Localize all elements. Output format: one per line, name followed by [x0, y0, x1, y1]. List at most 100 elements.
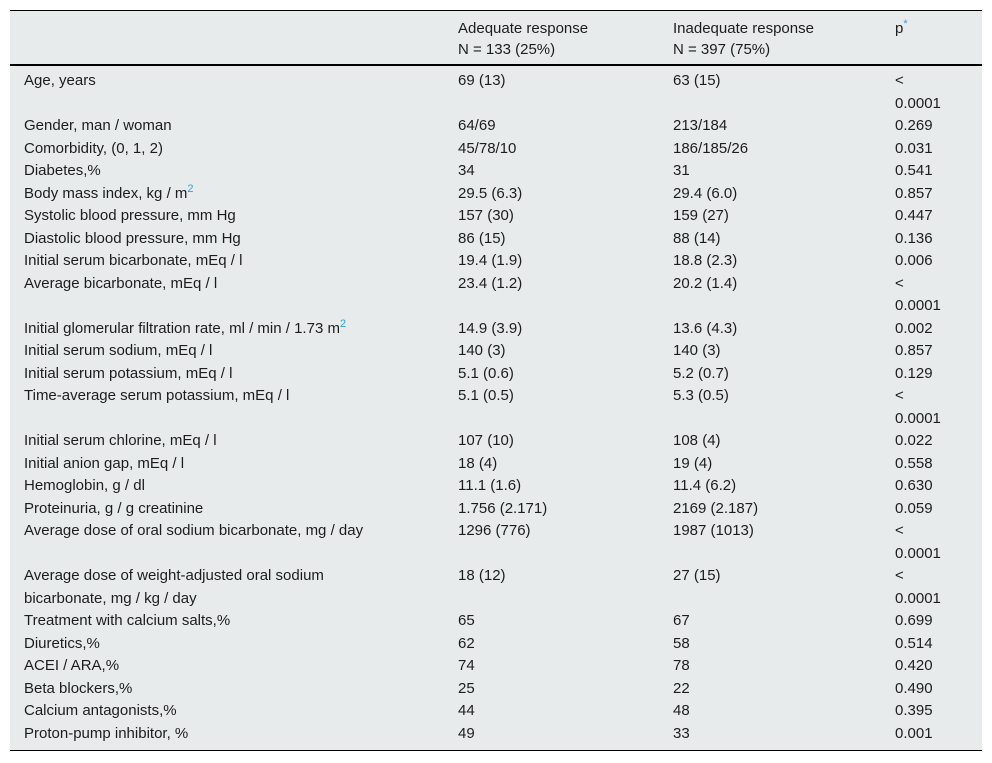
table-row: Initial serum chlorine, mEq / l 107 (10) 1…	[10, 430, 982, 453]
row-label: Treatment with calcium salts,%	[24, 612, 231, 629]
table-row: Treatment with calcium salts,% 65 67 0.699	[10, 610, 982, 633]
table-row: Comorbidity, (0, 1, 2) 45/78/10 186/185/26…	[10, 138, 982, 161]
row-label: Initial glomerular filtration rate, ml /…	[24, 319, 340, 337]
table-row: Beta blockers,% 25 22 0.490	[10, 678, 982, 701]
inadequate-value-cell: 63 (15)	[673, 72, 721, 89]
adequate-value-cell: 25	[458, 679, 475, 697]
p-value: 0.395	[895, 702, 933, 719]
p-value-cell: 0.129	[895, 363, 982, 386]
row-label-cell: Beta blockers,%	[10, 678, 458, 701]
row-label: Age, years	[24, 72, 96, 89]
row-label: Proteinuria, g / g creatinine	[24, 499, 204, 517]
inadequate-value-cell: 11.4 (6.2)	[673, 477, 737, 494]
adequate-value-cell: 44	[458, 702, 475, 719]
squared-superscript: 2	[187, 182, 194, 195]
row-label: Time-average serum potassium, mEq / l	[24, 387, 290, 404]
adequate-value-cell: 1.756 (2.171)	[458, 499, 548, 517]
p-value-cell: 0.558	[895, 453, 982, 476]
row-label-cell: Proteinuria, g / g creatinine	[10, 498, 458, 521]
adequate-value-cell: 69 (13)	[458, 72, 506, 89]
p-value-cell: < 0.0001	[895, 273, 982, 318]
p-value-cell: 0.031	[895, 138, 982, 161]
inadequate-value-cell: 13.6 (4.3)	[673, 319, 738, 337]
p-value-cell: 0.630	[895, 475, 982, 498]
row-label: Average dose of oral sodium bicarbonate,…	[24, 522, 364, 539]
p-value: 0.490	[895, 679, 933, 697]
row-label-cell: Time-average serum potassium, mEq / l	[10, 385, 458, 430]
inadequate-value-cell: 19 (4)	[673, 454, 713, 472]
table-row: Initial anion gap, mEq / l 18 (4) 19 (4) 0.…	[10, 453, 982, 476]
table-row: Diabetes,% 34 31 0.541	[10, 160, 982, 183]
table-row: Gender, man / woman 64/69 213/184 0.269	[10, 115, 982, 138]
p-footnote-asterisk-link[interactable]: *	[903, 18, 908, 30]
p-value: 0.857	[895, 184, 933, 202]
row-label: Calcium antagonists,%	[24, 702, 177, 719]
table-row: Systolic blood pressure, mm Hg 157 (30) 15…	[10, 205, 982, 228]
adequate-value-cell: 11.1 (1.6)	[458, 477, 522, 494]
p-value-cell: 0.136	[895, 228, 982, 251]
adequate-value-cell: 19.4 (1.9)	[458, 252, 523, 269]
inadequate-value-cell: 1987 (1013)	[673, 522, 754, 539]
table-row: Initial glomerular filtration rate, ml /…	[10, 318, 982, 341]
p-value: 0.129	[895, 364, 933, 382]
adequate-value-cell: 18 (12)	[458, 567, 506, 584]
adequate-value-cell: 29.5 (6.3)	[458, 184, 523, 202]
row-label: Proton-pump inhibitor, %	[24, 724, 189, 742]
p-value: 0.002	[895, 319, 933, 337]
header-inadequate-n: N = 397 (75%)	[673, 41, 771, 58]
p-value-cell: 0.699	[895, 610, 982, 633]
inadequate-value-cell: 88 (14)	[673, 229, 721, 247]
patient-characteristics-table: Adequate response N = 133 (25%) Inadequa…	[10, 10, 982, 751]
inadequate-value-cell: 27 (15)	[673, 567, 721, 584]
row-label-cell: Initial anion gap, mEq / l	[10, 453, 458, 476]
header-p-value: p*	[895, 10, 982, 66]
row-label-cell: Average bicarbonate, mEq / l	[10, 273, 458, 318]
row-label-cell: Systolic blood pressure, mm Hg	[10, 205, 458, 228]
inadequate-value-cell: 213/184	[673, 117, 728, 134]
p-value: < 0.0001	[895, 72, 941, 112]
inadequate-value-cell: 22	[673, 679, 690, 697]
adequate-value-cell: 107 (10)	[458, 432, 514, 449]
row-label-cell: Body mass index, kg / m2	[10, 183, 458, 206]
adequate-value-cell: 18 (4)	[458, 454, 498, 472]
inadequate-value-cell: 186/185/26	[673, 139, 749, 157]
table-row: Diastolic blood pressure, mm Hg 86 (15) 88…	[10, 228, 982, 251]
p-value-cell: 0.490	[895, 678, 982, 701]
row-label-cell: Initial glomerular filtration rate, ml /…	[10, 318, 458, 341]
row-label-cell: Diuretics,%	[10, 633, 458, 656]
inadequate-value-cell: 159 (27)	[673, 207, 729, 224]
header-adequate-response: Adequate response N = 133 (25%)	[458, 10, 673, 66]
table-row: Proton-pump inhibitor, % 49 33 0.001	[10, 723, 982, 751]
header-adequate-label: Adequate response	[458, 20, 589, 37]
inadequate-value-cell: 31	[673, 162, 690, 179]
inadequate-value-cell: 2169 (2.187)	[673, 499, 759, 517]
inadequate-value-cell: 48	[673, 702, 690, 719]
table-row: Body mass index, kg / m2 29.5 (6.3) 29.4 (…	[10, 183, 982, 206]
adequate-value-cell: 1296 (776)	[458, 522, 531, 539]
inadequate-value-cell: 78	[673, 657, 690, 674]
row-label-cell: Diastolic blood pressure, mm Hg	[10, 228, 458, 251]
row-label-cell: Calcium antagonists,%	[10, 700, 458, 723]
row-label: Initial anion gap, mEq / l	[24, 454, 185, 472]
p-value: 0.420	[895, 657, 933, 674]
adequate-value-cell: 34	[458, 162, 475, 179]
adequate-value-cell: 64/69	[458, 117, 496, 134]
row-label-cell: Treatment with calcium salts,%	[10, 610, 458, 633]
table-row: Diuretics,% 62 58 0.514	[10, 633, 982, 656]
inadequate-value-cell: 67	[673, 612, 690, 629]
adequate-value-cell: 62	[458, 634, 475, 652]
adequate-value-cell: 5.1 (0.6)	[458, 364, 514, 382]
p-value-cell: 0.006	[895, 250, 982, 273]
p-value-cell: < 0.0001	[895, 520, 982, 565]
row-label: Comorbidity, (0, 1, 2)	[24, 139, 163, 157]
header-adequate-n: N = 133 (25%)	[458, 41, 556, 58]
header-inadequate-response: Inadequate response N = 397 (75%)	[673, 10, 895, 66]
p-value-cell: 0.420	[895, 655, 982, 678]
p-value: < 0.0001	[895, 567, 941, 607]
inadequate-value-cell: 140 (3)	[673, 342, 721, 359]
table-row: Age, years 69 (13) 63 (15) < 0.0001	[10, 65, 982, 115]
row-label-cell: Average dose of weight-adjusted oral sod…	[10, 565, 458, 610]
table-row: Time-average serum potassium, mEq / l 5.1…	[10, 385, 982, 430]
table-row: Initial serum sodium, mEq / l 140 (3) 140 …	[10, 340, 982, 363]
row-label: Beta blockers,%	[24, 679, 133, 697]
